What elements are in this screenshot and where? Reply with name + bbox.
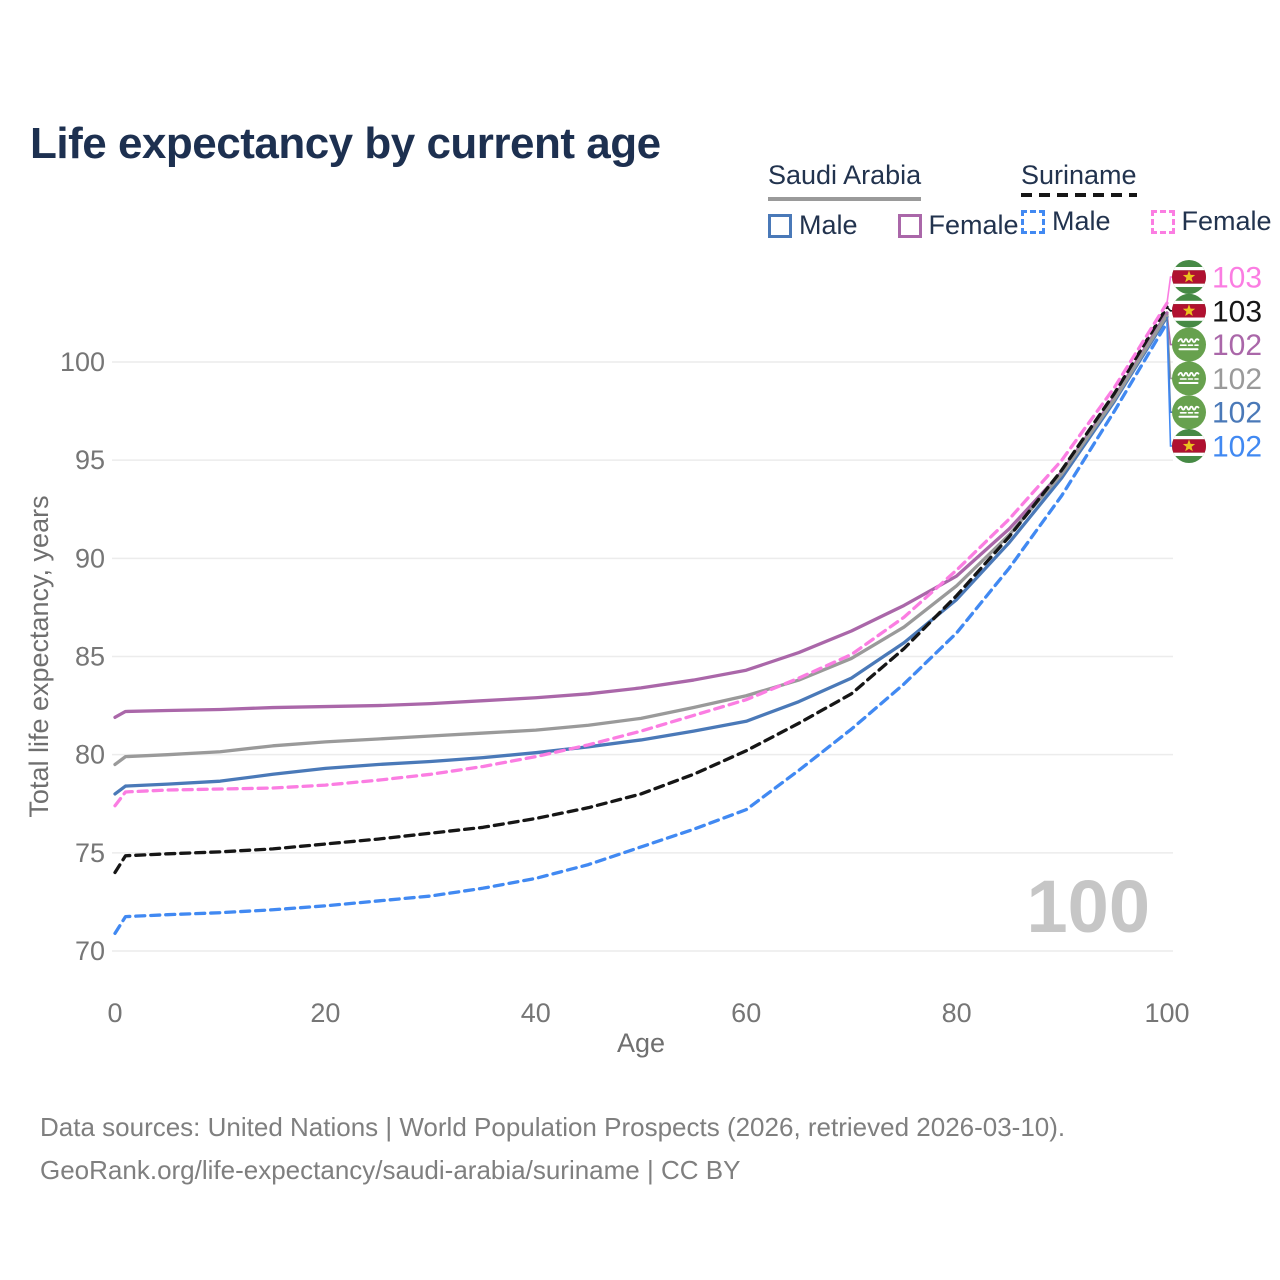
y-axis-title: Total life expectancy, years <box>24 495 54 817</box>
flag-saudi-arabia-icon <box>1171 394 1207 431</box>
footer-attribution: GeoRank.org/life-expectancy/saudi-arabia… <box>40 1155 741 1185</box>
end-label-value-saudi-arabia-male: 102 <box>1212 397 1262 430</box>
x-tick-label-40: 40 <box>521 998 551 1028</box>
suriname-female-swatch-icon <box>1150 209 1175 234</box>
legend-heading-saudi-arabia[interactable]: Saudi Arabia <box>768 160 922 201</box>
end-label-value-suriname-male: 102 <box>1212 431 1262 464</box>
legend-item-suriname-male[interactable]: Male <box>1021 206 1111 237</box>
legend-item-label: Female <box>928 210 1019 240</box>
x-tick-label-0: 0 <box>107 998 122 1028</box>
legend-item-label: Male <box>1052 206 1111 236</box>
y-tick-label-70: 70 <box>75 936 105 966</box>
y-tick-label-75: 75 <box>75 838 105 868</box>
series-line-suriname-male <box>113 321 1169 935</box>
legend-group-suriname: Suriname Male Female <box>1021 160 1272 237</box>
saudi-female-swatch-icon <box>897 213 922 238</box>
legend-item-label: Female <box>1181 206 1272 236</box>
end-label-value-saudi-arabia-female: 102 <box>1212 329 1262 362</box>
x-tick-label-20: 20 <box>310 998 340 1028</box>
end-label-value-suriname-female: 103 <box>1212 262 1262 295</box>
end-label-value-saudi-arabia-total: 102 <box>1212 363 1262 396</box>
y-tick-label-85: 85 <box>75 642 105 672</box>
legend-item-suriname-female[interactable]: Female <box>1150 206 1272 237</box>
footer: Data sources: United Nations | World Pop… <box>40 1106 1065 1192</box>
y-tick-label-90: 90 <box>75 543 105 573</box>
y-tick-label-100: 100 <box>60 347 105 377</box>
suriname-male-swatch-icon <box>1021 209 1045 234</box>
x-tick-label-80: 80 <box>942 998 972 1028</box>
footer-sources: Data sources: United Nations | World Pop… <box>40 1112 1066 1142</box>
legend-items-suriname: Male Female <box>1021 206 1272 237</box>
flag-suriname-icon <box>1172 260 1206 294</box>
legend-item-label: Male <box>799 210 858 240</box>
legend-group-saudi-arabia: Saudi Arabia Male Female <box>768 160 1019 241</box>
series-line-suriname-female <box>113 301 1169 808</box>
y-tick-label-80: 80 <box>75 740 105 770</box>
y-tick-label-95: 95 <box>75 445 105 475</box>
flag-saudi-arabia-icon <box>1171 326 1207 363</box>
flag-suriname-icon <box>1172 294 1206 328</box>
saudi-male-swatch-icon <box>768 213 792 238</box>
legend-items-saudi-arabia: Male Female <box>768 210 1019 241</box>
series-line-suriname-total <box>113 305 1169 875</box>
legend: Saudi Arabia Male Female Suriname Male F… <box>0 160 1280 250</box>
series-line-saudi-arabia-male <box>113 315 1169 796</box>
page-title: Life expectancy by current age <box>30 119 661 169</box>
series-line-saudi-arabia-female <box>113 311 1169 720</box>
x-axis-title: Age <box>617 1028 665 1058</box>
legend-item-saudi-female[interactable]: Female <box>897 210 1019 241</box>
end-label-value-suriname-total: 103 <box>1212 295 1262 328</box>
flag-saudi-arabia-icon <box>1171 360 1207 397</box>
age-watermark: 100 <box>1026 865 1150 948</box>
x-tick-label-60: 60 <box>731 998 761 1028</box>
flag-suriname-icon <box>1172 429 1206 463</box>
legend-item-saudi-male[interactable]: Male <box>768 210 858 241</box>
series-line-saudi-arabia-total <box>113 313 1169 767</box>
legend-heading-suriname[interactable]: Suriname <box>1021 160 1137 197</box>
x-tick-label-100: 100 <box>1144 998 1189 1028</box>
